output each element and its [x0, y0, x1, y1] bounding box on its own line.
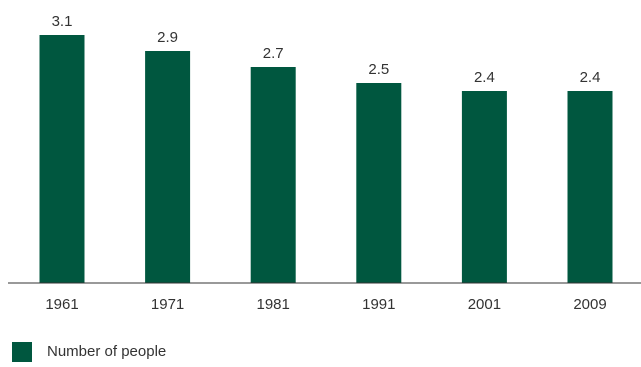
legend-swatch [12, 342, 32, 362]
bar-2009 [567, 91, 613, 283]
legend: Number of people [12, 342, 166, 362]
data-label-1981: 2.7 [263, 45, 284, 62]
legend-label: Number of people [47, 343, 167, 360]
x-tick-label-1961: 1961 [45, 296, 78, 313]
bar-1981 [250, 67, 296, 283]
x-tick-label-1991: 1991 [362, 296, 395, 313]
data-label-1961: 3.1 [52, 13, 73, 30]
x-tick-labels-group: 1961 1971 1981 1991 2001 2009 [45, 296, 606, 313]
bar-1961 [39, 35, 85, 283]
x-tick-label-2009: 2009 [573, 296, 606, 313]
bar-2001 [461, 91, 507, 283]
bar-1971 [145, 51, 191, 283]
data-label-1991: 2.5 [368, 61, 389, 78]
x-tick-label-2001: 2001 [468, 296, 501, 313]
data-label-2001: 2.4 [474, 69, 495, 86]
bars-group [39, 35, 613, 283]
bar-1991 [356, 83, 402, 283]
data-label-2009: 2.4 [580, 69, 601, 86]
data-label-1971: 2.9 [157, 29, 178, 46]
x-tick-label-1971: 1971 [151, 296, 184, 313]
x-tick-label-1981: 1981 [257, 296, 290, 313]
data-labels-group: 3.1 2.9 2.7 2.5 2.4 2.4 [52, 13, 601, 86]
